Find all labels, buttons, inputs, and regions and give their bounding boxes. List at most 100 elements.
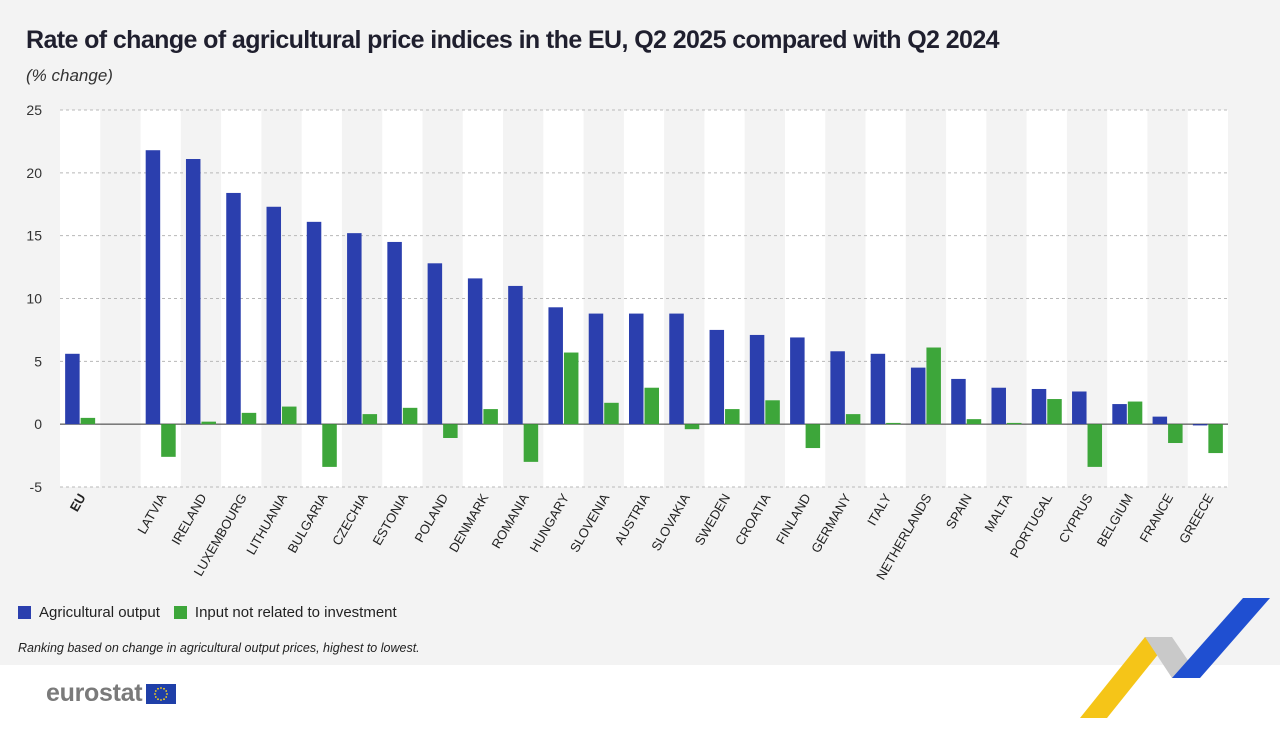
x-tick-label-latvia: LATVIA — [134, 491, 169, 537]
bar-output-austria — [629, 313, 644, 425]
bar-output-finland — [790, 337, 805, 425]
x-tick-label-sweden: SWEDEN — [692, 491, 734, 548]
y-tick-label: 20 — [26, 165, 42, 181]
bar-input-estonia — [402, 407, 418, 425]
bar-output-latvia — [145, 150, 161, 425]
legend-label-input: Input not related to investment — [194, 604, 397, 621]
legend-swatch-blue — [18, 606, 31, 619]
bar-input-portugal — [1047, 399, 1062, 425]
bar-input-bulgaria — [322, 424, 337, 467]
x-tick-label-finland: FINLAND — [773, 491, 814, 547]
logo-text: eurostat — [46, 679, 143, 707]
bar-input-italy — [886, 422, 901, 425]
bar-output-greece — [1192, 424, 1208, 426]
x-tick-label-ireland: IRELAND — [168, 491, 209, 547]
y-tick-label: 25 — [26, 102, 42, 118]
x-tick-label-eu: EU — [67, 491, 89, 514]
y-tick-label: 0 — [34, 416, 42, 432]
bar-input-lithuania — [282, 406, 297, 425]
legend: Agricultural output Input not related to… — [18, 604, 411, 621]
legend-item-agricultural-output: Agricultural output — [18, 604, 160, 621]
x-tick-label-czechia: CZECHIA — [329, 491, 371, 548]
x-tick-label-bulgaria: BULGARIA — [285, 491, 331, 556]
footnote: Ranking based on change in agricultural … — [18, 641, 420, 655]
x-tick-label-estonia: ESTONIA — [370, 491, 412, 548]
x-tick-label-slovakia: SLOVAKIA — [648, 491, 693, 554]
bar-input-netherlands — [926, 347, 941, 425]
bar-output-estonia — [387, 241, 402, 425]
bar-output-slovenia — [588, 313, 604, 425]
bar-input-slovakia — [684, 424, 700, 430]
bar-input-germany — [845, 414, 861, 425]
bar-output-slovakia — [669, 313, 684, 425]
bar-output-hungary — [548, 307, 563, 425]
x-tick-label-greece: GREECE — [1176, 491, 1217, 546]
bar-input-denmark — [483, 409, 498, 425]
x-tick-label-portugal: PORTUGAL — [1007, 491, 1056, 560]
bar-input-eu — [80, 417, 96, 425]
x-tick-label-spain: SPAIN — [943, 491, 975, 531]
eu-flag-icon — [146, 683, 177, 704]
bar-input-belgium — [1127, 401, 1143, 425]
x-tick-label-croatia: CROATIA — [732, 491, 774, 548]
x-tick-label-italy: ITALY — [864, 491, 894, 528]
bar-output-denmark — [467, 278, 483, 425]
bar-input-finland — [805, 424, 821, 449]
legend-item-input: Input not related to investment — [173, 604, 397, 621]
bar-output-cyprus — [1072, 391, 1087, 425]
bar-input-luxembourg — [241, 412, 257, 425]
y-tick-label: 15 — [26, 228, 42, 244]
x-tick-label-france: FRANCE — [1136, 491, 1176, 545]
x-tick-label-malta: MALTA — [981, 491, 1015, 535]
chart-subtitle: (% change) — [26, 66, 113, 85]
bar-output-eu — [65, 353, 80, 425]
bar-input-poland — [443, 424, 458, 438]
x-tick-label-lithuania: LITHUANIA — [243, 491, 290, 558]
x-tick-label-poland: POLAND — [411, 491, 451, 545]
bar-input-austria — [644, 387, 659, 425]
y-tick-label: 5 — [34, 353, 42, 369]
y-tick-label: -5 — [30, 479, 43, 495]
bar-output-belgium — [1112, 404, 1127, 425]
bar-input-malta — [1006, 422, 1022, 425]
footer: eurostat — [0, 665, 1280, 730]
bar-output-ireland — [185, 159, 201, 425]
x-tick-label-belgium: BELGIUM — [1094, 491, 1136, 549]
bar-input-croatia — [765, 400, 780, 425]
bar-output-italy — [870, 353, 886, 425]
bar-output-bulgaria — [306, 221, 322, 425]
x-tick-label-denmark: DENMARK — [446, 491, 492, 555]
bar-input-france — [1168, 424, 1183, 444]
bar-output-spain — [951, 378, 966, 425]
bar-output-france — [1152, 416, 1168, 425]
legend-swatch-green — [173, 606, 187, 619]
bar-input-cyprus — [1087, 424, 1103, 467]
bar-input-slovenia — [604, 402, 619, 425]
x-tick-label-romania: ROMANIA — [488, 491, 531, 551]
bar-input-czechia — [362, 414, 378, 425]
bar-output-netherlands — [910, 367, 926, 425]
x-tick-label-germany: GERMANY — [808, 491, 854, 556]
bar-output-croatia — [749, 334, 765, 425]
bar-output-germany — [830, 351, 845, 425]
bar-output-romania — [508, 285, 523, 425]
bar-output-poland — [427, 263, 443, 425]
bar-output-lithuania — [266, 206, 282, 425]
bar-input-latvia — [161, 424, 176, 457]
legend-label-agricultural-output: Agricultural output — [39, 604, 160, 621]
y-tick-label: 10 — [26, 291, 42, 307]
bar-output-czechia — [347, 233, 362, 425]
bar-input-romania — [523, 424, 539, 462]
bar-input-spain — [966, 419, 982, 425]
bar-input-greece — [1208, 424, 1223, 454]
bar-output-portugal — [1031, 388, 1047, 425]
x-tick-label-cyprus: CYPRUS — [1056, 491, 1096, 546]
bar-output-malta — [991, 387, 1006, 425]
x-tick-label-hungary: HUNGARY — [527, 491, 573, 555]
bar-input-ireland — [201, 421, 216, 425]
bar-input-sweden — [725, 409, 740, 425]
chart-title: Rate of change of agricultural price ind… — [26, 26, 1000, 54]
bar-output-sweden — [709, 329, 725, 425]
x-tick-label-austria: AUSTRIA — [611, 491, 652, 548]
